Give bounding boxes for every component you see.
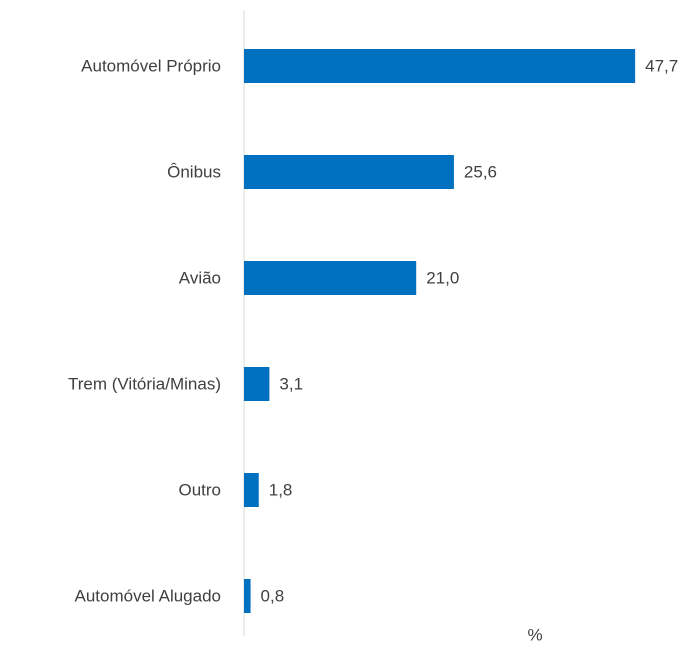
y-tick-label: Ônibus xyxy=(167,162,221,181)
y-tick-label: Avião xyxy=(179,268,221,287)
data-label: 47,7 xyxy=(645,56,678,75)
data-label: 3,1 xyxy=(279,374,303,393)
bar xyxy=(244,367,270,401)
y-tick-label: Automóvel Alugado xyxy=(75,586,222,605)
data-label: 1,8 xyxy=(269,480,293,499)
y-tick-label: Outro xyxy=(178,480,221,499)
bar xyxy=(244,261,417,295)
bar xyxy=(244,579,251,613)
bar xyxy=(244,155,454,189)
y-tick-label: Trem (Vitória/Minas) xyxy=(68,374,221,393)
bar xyxy=(244,473,259,507)
data-label: 0,8 xyxy=(261,586,285,605)
data-label: 25,6 xyxy=(464,162,497,181)
x-axis-label: % xyxy=(527,625,542,644)
bar xyxy=(244,49,636,83)
y-tick-label: Automóvel Próprio xyxy=(81,56,221,75)
data-label: 21,0 xyxy=(426,268,459,287)
